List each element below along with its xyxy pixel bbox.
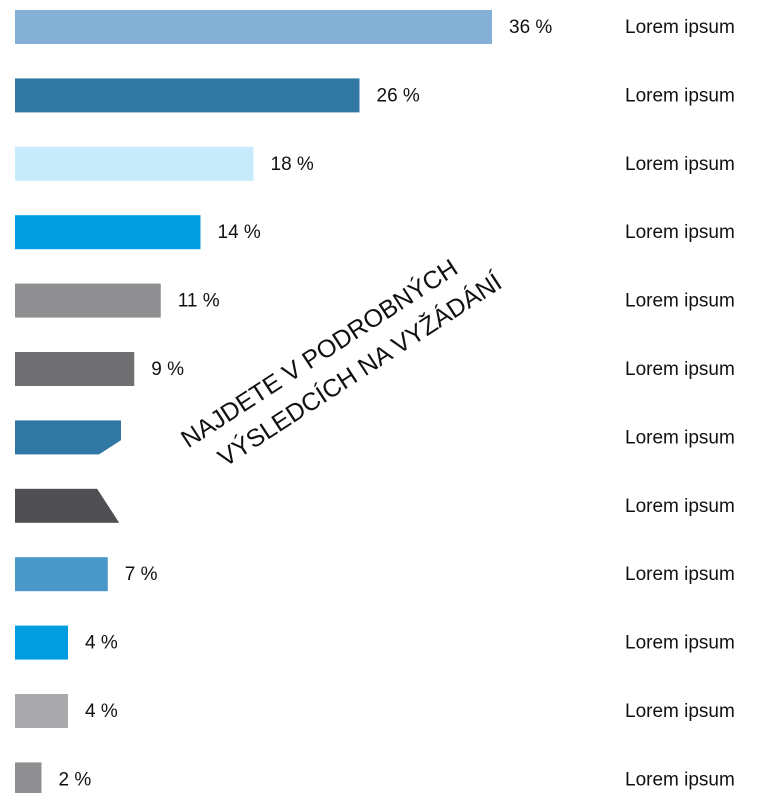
bar (15, 352, 135, 386)
value-label: 4 % (85, 701, 118, 722)
value-label: 36 % (509, 17, 552, 38)
bars: 36 % Lorem ipsum 26 % Lorem ipsum 18 % Lorem … (15, 10, 735, 793)
category-label: Lorem ipsum (625, 17, 735, 38)
category-label: Lorem ipsum (625, 291, 735, 312)
category-label: Lorem ipsum (625, 427, 735, 448)
value-label: 7 % (125, 564, 158, 585)
value-label: 18 % (271, 154, 314, 175)
bar (15, 146, 254, 181)
bar (15, 625, 68, 660)
bar (15, 283, 161, 318)
category-label: Lorem ipsum (625, 701, 735, 722)
category-label: Lorem ipsum (625, 154, 735, 175)
bar (15, 762, 42, 793)
bar (15, 420, 121, 455)
bar (15, 10, 492, 44)
bar (15, 694, 68, 728)
stamp-background (81, 182, 579, 558)
bar (15, 215, 201, 250)
bar (15, 557, 108, 592)
category-label: Lorem ipsum (625, 769, 735, 790)
category-label: Lorem ipsum (625, 222, 735, 243)
bar (15, 78, 360, 113)
category-label: Lorem ipsum (625, 85, 735, 106)
value-label: 9 % (151, 359, 184, 380)
category-label: Lorem ipsum (625, 633, 735, 654)
category-label: Lorem ipsum (625, 359, 735, 380)
value-label: 2 % (59, 769, 92, 790)
value-label: 4 % (85, 633, 118, 654)
value-label: 14 % (218, 222, 261, 243)
value-label: 26 % (377, 85, 420, 106)
value-label: 11 % (178, 291, 220, 312)
category-label: Lorem ipsum (625, 496, 735, 517)
category-label: Lorem ipsum (625, 564, 735, 585)
